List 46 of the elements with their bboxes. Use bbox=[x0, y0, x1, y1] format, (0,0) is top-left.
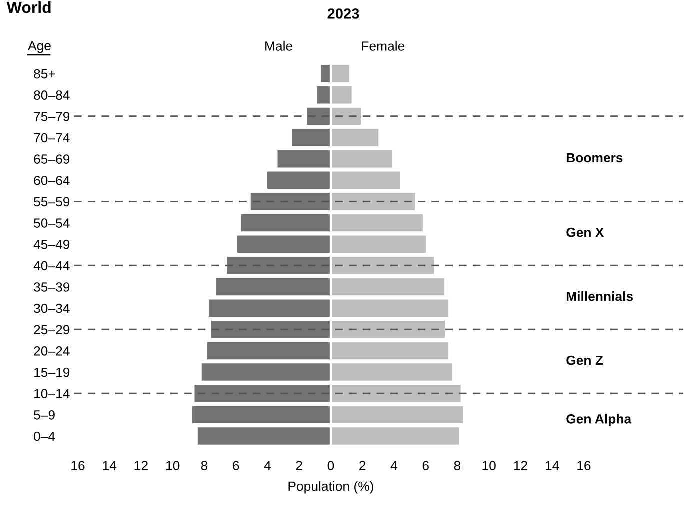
y-axis-title: Age bbox=[28, 41, 51, 54]
x-tick-label: 8 bbox=[201, 461, 208, 471]
y-tick-label: 70–74 bbox=[34, 133, 70, 143]
x-tick-label: 4 bbox=[390, 461, 398, 470]
x-tick-label: 8 bbox=[454, 461, 461, 471]
y-tick-label: 55–59 bbox=[34, 197, 70, 207]
x-tick-label: 0 bbox=[328, 461, 334, 471]
y-tick-label: 30–34 bbox=[34, 304, 70, 314]
x-tick-label: 4 bbox=[264, 461, 271, 470]
y-tick-label: 15–19 bbox=[34, 368, 70, 378]
x-tick-label: 16 bbox=[578, 461, 591, 471]
x-tick-label: 2 bbox=[296, 461, 302, 470]
y-tick-label: 60–64 bbox=[34, 176, 70, 186]
y-tick-label: 75–79 bbox=[34, 112, 70, 122]
y-tick-label: 50–54 bbox=[34, 218, 70, 228]
y-tick-label: 0–4 bbox=[34, 432, 56, 442]
x-tick-label: 12 bbox=[514, 461, 528, 470]
x-tick-label: 12 bbox=[134, 461, 148, 470]
chart-title: World bbox=[6, 2, 51, 14]
annotation: Millennials bbox=[566, 292, 633, 302]
annotation: Gen Z bbox=[566, 356, 604, 366]
y-tick-label: 10–14 bbox=[34, 389, 70, 399]
y-tick-label: 5–9 bbox=[34, 410, 55, 420]
y-tick-label: 35–39 bbox=[34, 282, 70, 292]
y-tick-label: 45–49 bbox=[34, 240, 70, 250]
y-tick-label: 65–69 bbox=[34, 154, 70, 164]
text: Male bbox=[266, 41, 292, 51]
x-tick-label: 6 bbox=[422, 461, 429, 471]
y-tick-label: 80–84 bbox=[34, 90, 70, 100]
series-label: Female bbox=[362, 41, 405, 51]
x-tick-label: 6 bbox=[233, 461, 240, 471]
chart-subtitle: 2023 bbox=[328, 8, 360, 19]
x-axis-title: Population (%) bbox=[288, 481, 374, 494]
x-tick-label: 14 bbox=[103, 461, 117, 470]
annotation: Gen X bbox=[566, 228, 604, 238]
annotation: Gen Alpha bbox=[566, 414, 632, 426]
x-tick-label: 2 bbox=[360, 461, 366, 470]
annotation: Boomers bbox=[566, 153, 623, 163]
x-tick-label: 16 bbox=[72, 461, 85, 471]
x-tick-label: 10 bbox=[166, 461, 180, 471]
y-tick-label: 25–29 bbox=[34, 325, 70, 335]
y-tick-label: 20–24 bbox=[34, 346, 70, 356]
y-tick-label: 40–44 bbox=[34, 261, 70, 271]
y-tick-label: 85+ bbox=[34, 69, 56, 79]
x-tick-label: 10 bbox=[482, 461, 496, 471]
x-tick-label: 14 bbox=[546, 461, 560, 470]
